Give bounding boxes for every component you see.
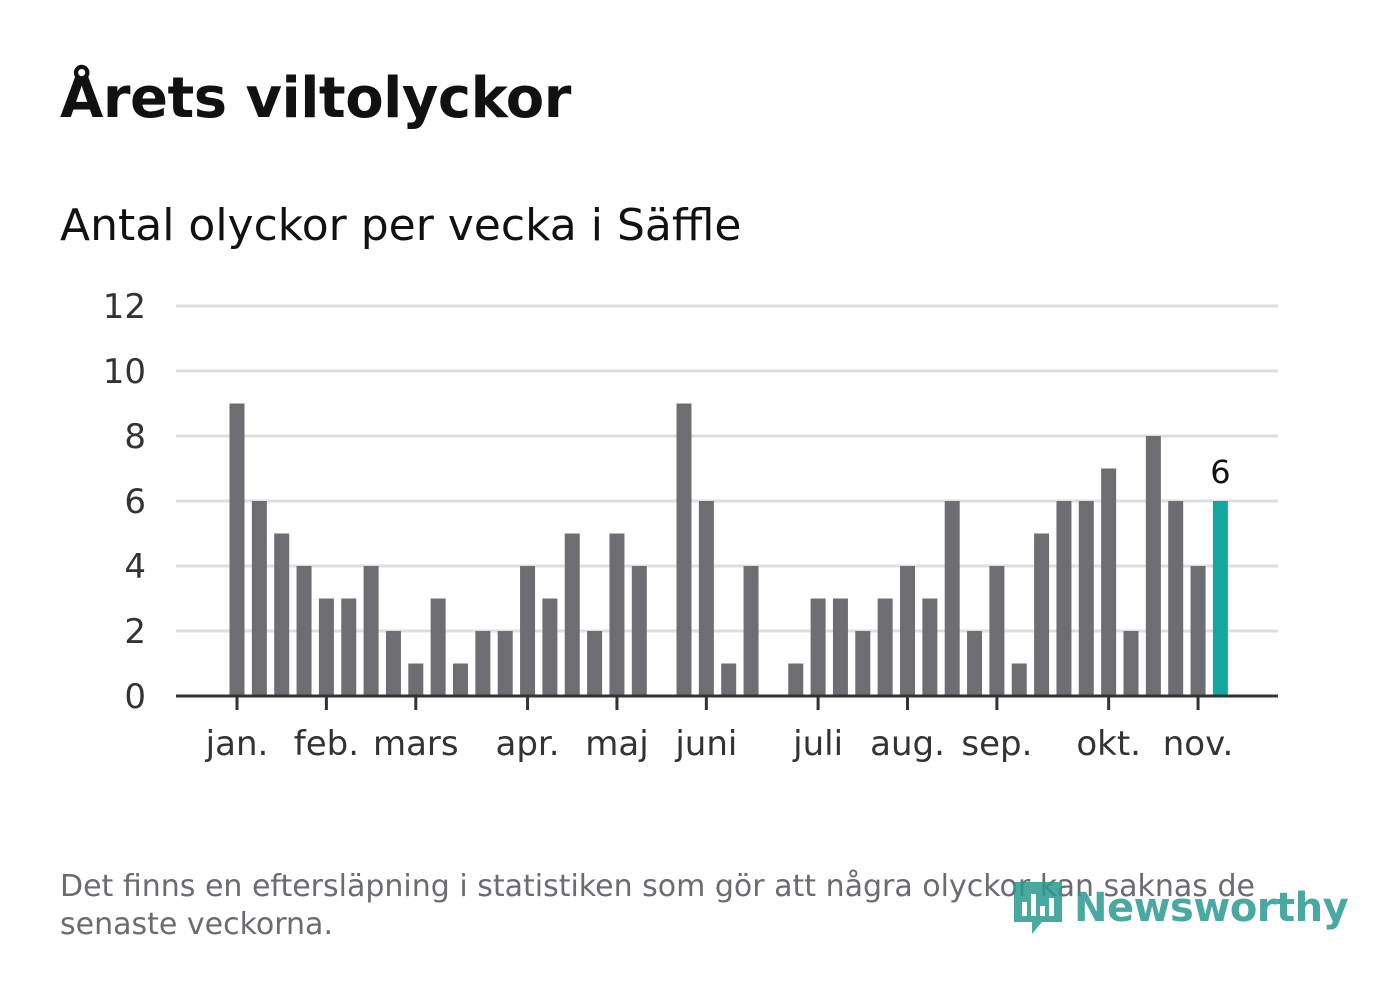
bar — [1078, 501, 1094, 696]
bar-highlight — [1212, 501, 1228, 696]
bar — [1011, 663, 1027, 696]
y-tick-label: 4 — [124, 547, 146, 587]
y-tick-label: 8 — [124, 417, 146, 457]
bar — [1168, 501, 1184, 696]
bar — [229, 403, 245, 696]
newsworthy-logo: Newsworthy — [1010, 876, 1349, 940]
x-tick-label: sep. — [961, 724, 1032, 764]
bar — [274, 533, 290, 696]
bar — [1101, 468, 1117, 696]
y-tick-label: 10 — [103, 352, 146, 392]
y-tick-label: 2 — [124, 612, 146, 652]
bar — [1190, 566, 1206, 696]
data-labels: 6 — [1210, 453, 1230, 491]
bar — [1145, 436, 1161, 696]
bar — [743, 566, 759, 696]
chart-title: Årets viltolyckor — [60, 66, 571, 131]
bar — [855, 631, 871, 696]
bar — [453, 663, 468, 696]
bar — [944, 501, 960, 696]
grid-lines — [176, 304, 1278, 633]
x-tick-label: maj — [585, 724, 648, 764]
y-tick-label: 6 — [124, 482, 146, 522]
bar — [1056, 501, 1072, 696]
bar — [631, 566, 647, 696]
bar — [1034, 533, 1050, 696]
bar — [408, 663, 424, 696]
x-tick-label: mars — [373, 724, 459, 764]
x-axis-ticks: jan. feb. mars apr. maj juni juli aug. sep. okt. n… — [205, 696, 1234, 764]
x-tick-label: nov. — [1163, 724, 1234, 764]
x-tick-label: jan. — [205, 724, 269, 764]
x-tick-label: okt. — [1076, 724, 1141, 764]
bar — [788, 663, 804, 696]
bar — [564, 533, 580, 696]
x-tick-label: juni — [674, 724, 737, 764]
bar — [341, 598, 357, 696]
bar — [721, 663, 737, 696]
bar — [832, 598, 848, 696]
bar — [1123, 631, 1139, 696]
chart-subtitle: Antal olyckor per vecka i Säffle — [60, 200, 742, 251]
x-tick-label: apr. — [496, 724, 560, 764]
bar — [676, 403, 692, 696]
y-tick-label: 0 — [124, 677, 146, 717]
bar — [989, 566, 1005, 696]
x-tick-label: feb. — [294, 724, 359, 764]
y-tick-label: 12 — [103, 287, 146, 327]
x-tick-label: juli — [792, 724, 843, 764]
bar — [251, 501, 267, 696]
bar — [520, 566, 536, 696]
bar — [497, 631, 513, 696]
bar — [587, 631, 603, 696]
bars — [229, 403, 1228, 696]
bar — [609, 533, 625, 696]
bar — [877, 598, 893, 696]
bar — [318, 598, 334, 696]
highlight-value-label: 6 — [1210, 453, 1230, 491]
newsworthy-logo-icon — [1014, 882, 1062, 934]
bar — [900, 566, 915, 696]
bar — [698, 501, 714, 696]
bar — [810, 598, 826, 696]
brand-name: Newsworthy — [1074, 885, 1349, 931]
bar — [385, 631, 401, 696]
bar — [967, 631, 983, 696]
bar — [922, 598, 938, 696]
y-axis-ticks: 0 2 4 6 8 10 12 — [103, 287, 146, 717]
bar — [363, 566, 379, 696]
bar — [542, 598, 558, 696]
bar — [430, 598, 446, 696]
x-tick-label: aug. — [870, 724, 945, 764]
bar — [475, 631, 491, 696]
bar — [296, 566, 312, 696]
